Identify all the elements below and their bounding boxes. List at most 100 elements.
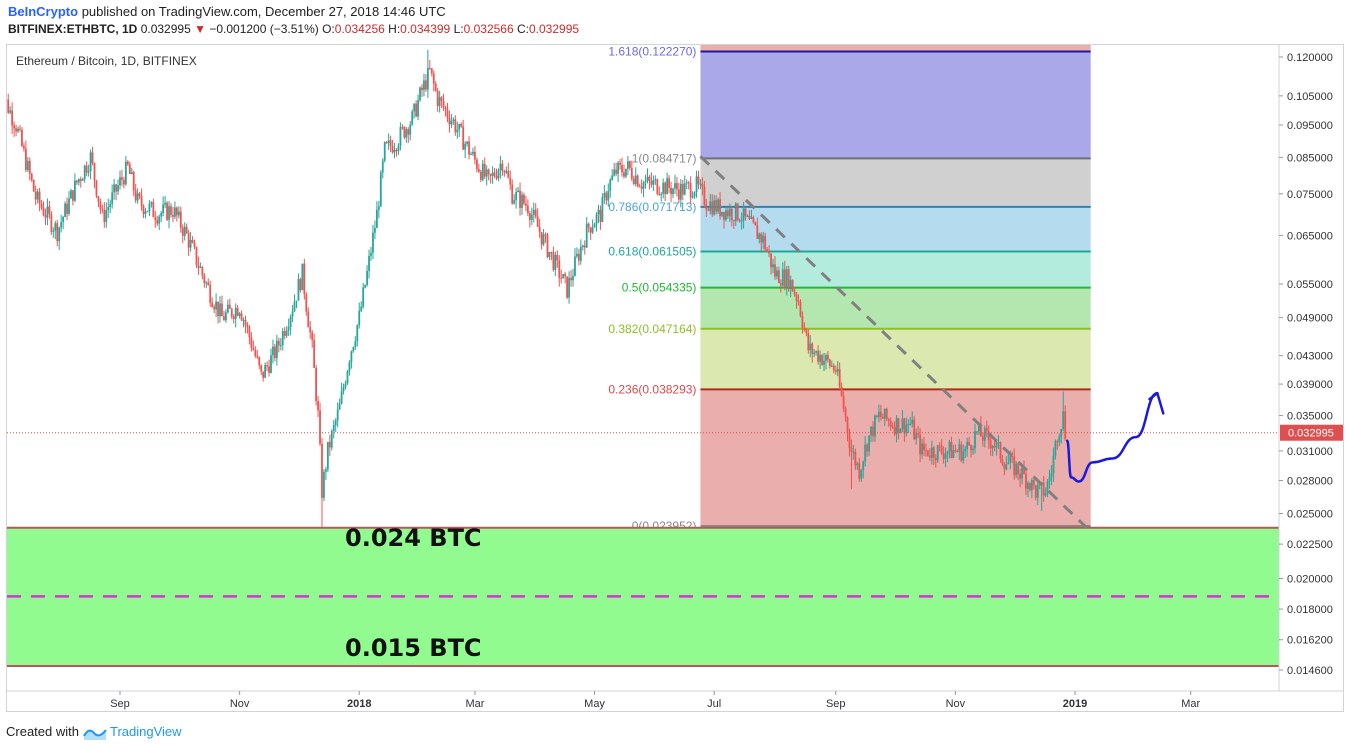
- candle-body[interactable]: [136, 193, 139, 201]
- candle-body[interactable]: [24, 148, 27, 171]
- candle-body[interactable]: [183, 226, 186, 236]
- candle-body[interactable]: [46, 206, 49, 218]
- candle-body[interactable]: [150, 202, 153, 205]
- candle-body[interactable]: [540, 232, 543, 245]
- candle-body[interactable]: [450, 120, 453, 125]
- price-chart[interactable]: 1.618(0.122270) 1(0.084717) 0.786(0.071713…: [7, 45, 1343, 711]
- candle-body[interactable]: [821, 355, 823, 365]
- candle-body[interactable]: [685, 182, 688, 184]
- candle-body[interactable]: [54, 223, 57, 231]
- candle-body[interactable]: [1052, 455, 1055, 474]
- candle-body[interactable]: [579, 247, 582, 261]
- candle-body[interactable]: [256, 355, 259, 358]
- candle-body[interactable]: [146, 211, 149, 213]
- candle-body[interactable]: [840, 386, 843, 396]
- candle-body[interactable]: [752, 217, 755, 223]
- candle-body[interactable]: [760, 233, 763, 243]
- candle-body[interactable]: [544, 234, 547, 236]
- candle-body[interactable]: [409, 124, 412, 135]
- candle-body[interactable]: [391, 146, 394, 153]
- candle-body[interactable]: [634, 175, 637, 184]
- candle-body[interactable]: [444, 107, 447, 109]
- candle-body[interactable]: [364, 284, 367, 288]
- candle-body[interactable]: [374, 227, 376, 233]
- candle-body[interactable]: [95, 180, 98, 197]
- candle-body[interactable]: [325, 469, 327, 472]
- candle-body[interactable]: [205, 282, 208, 284]
- candle-body[interactable]: [446, 108, 449, 118]
- candle-body[interactable]: [252, 347, 255, 350]
- candle-body[interactable]: [283, 331, 286, 336]
- candle-body[interactable]: [119, 177, 121, 186]
- candle-body[interactable]: [887, 419, 890, 422]
- candle-body[interactable]: [556, 254, 559, 261]
- candle-body[interactable]: [219, 303, 221, 317]
- candle-body[interactable]: [36, 191, 39, 200]
- candle-body[interactable]: [270, 355, 272, 373]
- candle-body[interactable]: [976, 431, 978, 433]
- candle-body[interactable]: [285, 330, 288, 336]
- candle-body[interactable]: [954, 450, 957, 452]
- candle-body[interactable]: [591, 227, 594, 233]
- candle-body[interactable]: [397, 145, 400, 152]
- candle-body[interactable]: [272, 346, 274, 356]
- candle-body[interactable]: [842, 395, 845, 409]
- candle-body[interactable]: [942, 452, 945, 459]
- candle-body[interactable]: [240, 313, 243, 321]
- candle-body[interactable]: [807, 333, 810, 351]
- candle-body[interactable]: [62, 217, 65, 223]
- candle-body[interactable]: [1064, 411, 1067, 439]
- candle-body[interactable]: [989, 440, 992, 449]
- candle-body[interactable]: [81, 179, 84, 181]
- candle-body[interactable]: [960, 444, 963, 461]
- candle-body[interactable]: [615, 169, 618, 174]
- candle-body[interactable]: [436, 90, 439, 107]
- candle-body[interactable]: [803, 327, 806, 330]
- candle-body[interactable]: [342, 387, 345, 392]
- candle-body[interactable]: [885, 408, 888, 420]
- candle-body[interactable]: [781, 269, 784, 286]
- candle-body[interactable]: [748, 215, 751, 220]
- candle-body[interactable]: [413, 103, 416, 112]
- candle-body[interactable]: [927, 450, 929, 456]
- candle-body[interactable]: [948, 441, 951, 452]
- candle-body[interactable]: [658, 193, 661, 195]
- candle-body[interactable]: [725, 210, 727, 220]
- candle-body[interactable]: [28, 160, 31, 174]
- candle-body[interactable]: [474, 151, 476, 160]
- candle-body[interactable]: [385, 142, 388, 144]
- candle-body[interactable]: [326, 441, 329, 470]
- candle-body[interactable]: [458, 123, 461, 130]
- candle-body[interactable]: [746, 215, 749, 217]
- candle-body[interactable]: [207, 282, 210, 285]
- candle-body[interactable]: [981, 436, 984, 441]
- candle-body[interactable]: [827, 355, 829, 360]
- candle-body[interactable]: [872, 426, 874, 437]
- candle-body[interactable]: [1007, 462, 1010, 465]
- candle-body[interactable]: [1030, 480, 1033, 491]
- candle-body[interactable]: [656, 179, 659, 194]
- candle-body[interactable]: [1048, 477, 1051, 482]
- candle-body[interactable]: [805, 329, 808, 334]
- candle-body[interactable]: [358, 310, 361, 326]
- candle-body[interactable]: [164, 202, 167, 205]
- candle-body[interactable]: [613, 169, 616, 176]
- candle-body[interactable]: [426, 67, 429, 90]
- candle-body[interactable]: [672, 188, 674, 195]
- candle-body[interactable]: [368, 255, 370, 271]
- candle-body[interactable]: [246, 325, 249, 328]
- candle-body[interactable]: [995, 442, 998, 448]
- candle-body[interactable]: [460, 123, 463, 127]
- candle-body[interactable]: [1023, 467, 1025, 474]
- candle-body[interactable]: [26, 160, 29, 171]
- candle-body[interactable]: [330, 431, 333, 448]
- candle-body[interactable]: [103, 209, 106, 222]
- candle-body[interactable]: [632, 178, 635, 184]
- candle-body[interactable]: [601, 197, 604, 223]
- candle-body[interactable]: [309, 327, 312, 333]
- candle-body[interactable]: [850, 447, 853, 452]
- candle-body[interactable]: [79, 179, 82, 181]
- candle-body[interactable]: [66, 203, 68, 214]
- candle-body[interactable]: [336, 409, 339, 421]
- candle-body[interactable]: [1054, 441, 1057, 456]
